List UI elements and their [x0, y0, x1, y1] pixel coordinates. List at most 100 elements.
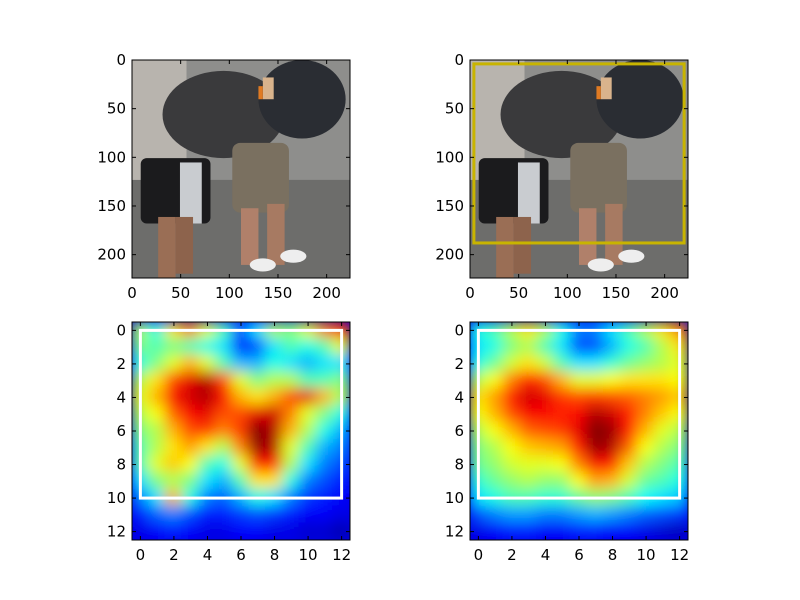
heatmap-cell [181, 438, 201, 458]
heatmap-cell [198, 354, 217, 374]
photo-shape [179, 162, 202, 224]
heatmap-cell [198, 471, 217, 491]
x-tick-label: 12 [670, 546, 689, 564]
heatmap-cell [214, 337, 234, 357]
heatmap-cell [147, 505, 167, 525]
heatmap-cell [315, 388, 335, 407]
heatmap-cell [603, 471, 622, 491]
heatmap-cell [536, 505, 555, 525]
heatmap-cell [214, 371, 234, 391]
y-tick-label: 10 [445, 489, 464, 507]
heatmap-cell [519, 371, 539, 391]
y-tick-label: 0 [116, 321, 126, 339]
x-tick-label: 50 [509, 284, 528, 302]
heatmap-cell [214, 354, 234, 374]
heatmap-cell [231, 438, 251, 458]
heatmap-cell [214, 404, 234, 424]
heatmap-cell [653, 455, 673, 474]
heatmap-cell [298, 471, 318, 491]
heatmap-cell [198, 522, 217, 540]
heatmap-cell [653, 421, 673, 441]
heatmap-cell [603, 421, 622, 441]
heatmap-cell [231, 522, 251, 540]
heatmap-cell [519, 421, 539, 441]
heatmap-cell [569, 337, 589, 357]
heatmap-cell [198, 421, 217, 441]
heatmap-cell [519, 404, 539, 424]
heatmap-cell [265, 522, 284, 540]
heatmap-cell [569, 388, 589, 407]
heatmap-cell [132, 505, 150, 525]
x-tick-label: 4 [203, 546, 213, 564]
heatmap-cell [502, 404, 522, 424]
photo-shape [579, 208, 597, 265]
heatmap-cell [147, 388, 167, 407]
heatmap-cell [536, 337, 555, 357]
bounding-box [138, 328, 344, 500]
heatmap-cell [619, 522, 639, 540]
heatmap-cell [536, 438, 555, 458]
heatmap-cell [298, 455, 318, 474]
heatmap-cell [502, 421, 522, 441]
heatmap-cell [653, 505, 673, 525]
heatmap-cell [552, 388, 572, 407]
heatmap-cell [603, 371, 622, 391]
heatmap-cell [281, 438, 301, 458]
heatmap-cell [315, 371, 335, 391]
heatmap-cell [132, 522, 150, 540]
heatmap-cell [298, 421, 318, 441]
x-tick-label: 150 [264, 284, 293, 302]
heatmap-cell [298, 388, 318, 407]
heatmap-cell [586, 354, 606, 374]
x-tick-label: 2 [507, 546, 517, 564]
photo-shape [262, 77, 274, 100]
heatmap-cell [636, 505, 656, 525]
photo-shape [596, 86, 601, 100]
heatmap-cell [147, 421, 167, 441]
heatmap-cell [281, 522, 301, 540]
heatmap-cell [265, 404, 284, 424]
heatmap-cell [603, 505, 622, 525]
heatmap-cell [281, 388, 301, 407]
y-tick-label: 0 [454, 321, 464, 339]
heatmap-cell [248, 438, 268, 458]
heatmap-cell [198, 455, 217, 474]
heatmap-cell [181, 522, 201, 540]
heatmap-cell [552, 421, 572, 441]
x-tick-label: 200 [312, 284, 341, 302]
y-tick-label: 200 [97, 246, 126, 264]
heatmap-cell [181, 354, 201, 374]
x-tick-label: 6 [574, 546, 584, 564]
heatmap-cell [248, 404, 268, 424]
heatmap-cell [315, 404, 335, 424]
x-tick-label: 2 [169, 546, 179, 564]
heatmap-cell [214, 455, 234, 474]
heatmap-cell [214, 388, 234, 407]
heatmap-cell [536, 371, 555, 391]
heatmap-cell [147, 371, 167, 391]
x-tick-label: 0 [136, 546, 146, 564]
heatmap-cell [552, 337, 572, 357]
x-tick-label: 0 [474, 546, 484, 564]
heatmap-cell [164, 404, 184, 424]
heatmap-cell [485, 421, 505, 441]
heatmap-cell [315, 505, 335, 525]
heatmap-cell [164, 471, 184, 491]
photo-scene [470, 60, 688, 278]
heatmap-cell [586, 438, 606, 458]
y-tick-label: 2 [116, 355, 126, 373]
photo-shape [600, 77, 612, 100]
heatmap-cell [248, 455, 268, 474]
heatmap-cell [198, 371, 217, 391]
heatmap-cell [281, 354, 301, 374]
photo-shape [570, 142, 627, 213]
heatmap-cells [470, 322, 688, 540]
heatmap-cell [281, 337, 301, 357]
x-tick-label: 10 [637, 546, 656, 564]
heatmap-cell [332, 522, 350, 540]
y-tick-label: 150 [97, 197, 126, 215]
x-tick-label: 0 [465, 284, 475, 302]
x-tick-label: 100 [553, 284, 582, 302]
heatmap-cell [636, 337, 656, 357]
heatmap-cell [619, 421, 639, 441]
